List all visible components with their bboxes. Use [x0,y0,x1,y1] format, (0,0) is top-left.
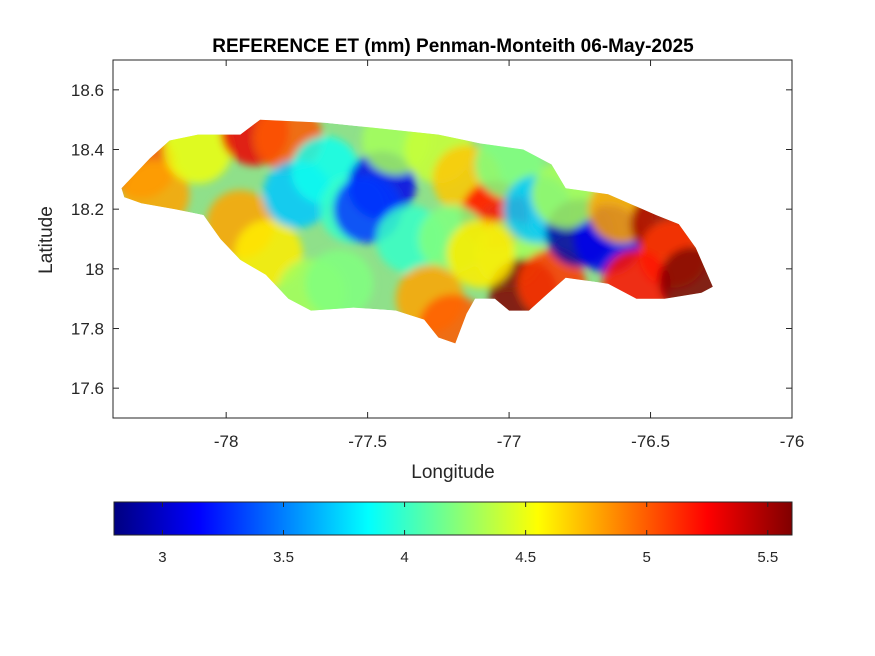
x-tick-label: -78 [214,432,239,451]
y-tick-label: 18.2 [71,200,104,219]
x-tick-label: -76.5 [631,432,670,451]
x-ticks: -78 -77.5 -77 -76.5 -76 [214,60,804,451]
colorbar-gradient [113,501,793,536]
colorbar-tick-label: 4.5 [515,549,536,566]
y-tick-label: 18 [85,260,104,279]
y-tick-label: 18.6 [71,81,104,100]
et-value-cell [305,249,374,318]
y-axis-label: Latitude [36,206,57,274]
x-tick-label: -76 [780,432,805,451]
x-axis-label: Longitude [411,462,494,483]
map-axes: -78 -77.5 -77 -76.5 -76 17.6 17.8 18 18.2 18.4 18… [71,59,804,451]
colorbar: 3 3.5 4 4.5 5 5.5 [113,501,793,566]
x-tick-label: -77 [497,432,522,451]
colorbar-tick-label: 5 [643,549,651,566]
y-ticks: 17.6 17.8 18 18.2 18.4 18.6 [71,81,792,398]
colorbar-tick-label: 4 [400,549,408,566]
colorbar-tick-label: 5.5 [757,549,778,566]
y-tick-label: 17.8 [71,320,104,339]
colorbar-tick-label: 3.5 [273,549,294,566]
colorbar-tick-label: 3 [158,549,166,566]
axes-frame [112,59,793,419]
colorbar-ticks: 3 3.5 4 4.5 5 5.5 [158,502,778,566]
x-tick-label: -77.5 [348,432,387,451]
y-tick-label: 18.4 [71,141,104,160]
et-value-cell [446,219,515,288]
y-tick-label: 17.6 [71,379,104,398]
chart-title: REFERENCE ET (mm) Penman-Monteith 06-May… [212,36,694,57]
